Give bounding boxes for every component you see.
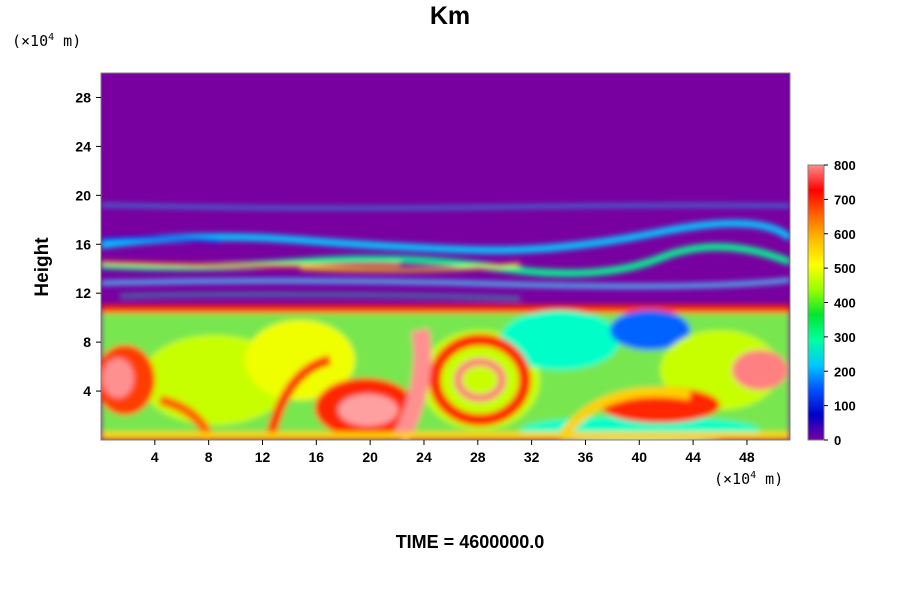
x-tick-label: 36 xyxy=(578,449,594,465)
colorbar-tick-label: 800 xyxy=(834,158,856,173)
colorbar-tick-label: 400 xyxy=(834,296,856,311)
x-tick-label: 12 xyxy=(255,449,271,465)
x-tick-label: 8 xyxy=(205,449,213,465)
colorbar-tick-label: 300 xyxy=(834,330,856,345)
x-tick-label: 16 xyxy=(309,449,325,465)
y-tick-label: 16 xyxy=(75,236,91,252)
y-tick-label: 24 xyxy=(75,138,91,154)
y-axis-unit: (×104 m) xyxy=(12,32,82,50)
time-label: TIME = 4600000.0 xyxy=(395,532,545,552)
chart-title: Km xyxy=(429,2,471,30)
colorbar-tick-label: 0 xyxy=(834,433,841,448)
colorbar-tick-label: 600 xyxy=(834,227,856,242)
y-tick-label: 12 xyxy=(75,285,91,301)
colorbar-tick-label: 500 xyxy=(834,261,856,276)
colorbar-tick-label: 200 xyxy=(834,364,856,379)
y-tick-label: 4 xyxy=(83,383,91,399)
x-tick-label: 28 xyxy=(470,449,486,465)
x-tick-label: 4 xyxy=(151,449,159,465)
x-tick-label: 48 xyxy=(739,449,755,465)
x-tick-label: 44 xyxy=(685,449,701,465)
colorbar: 0 100 200 300 400 500 600 700 800 xyxy=(807,158,856,448)
x-tick-label: 20 xyxy=(362,449,378,465)
y-tick-label: 20 xyxy=(75,187,91,203)
x-tick-label: 32 xyxy=(524,449,540,465)
colorbar-tick-label: 100 xyxy=(834,399,856,414)
x-tick-label: 40 xyxy=(631,449,647,465)
colorbar-tick-label: 700 xyxy=(834,192,856,207)
plot-frame xyxy=(100,72,791,441)
x-tick-label: 24 xyxy=(416,449,432,465)
y-tick-label: 8 xyxy=(83,334,91,350)
x-axis-unit: (×104 m) xyxy=(714,470,784,488)
heatmap-field xyxy=(101,73,790,440)
colorbar-scale xyxy=(807,164,825,441)
y-tick-label: 28 xyxy=(75,89,91,105)
